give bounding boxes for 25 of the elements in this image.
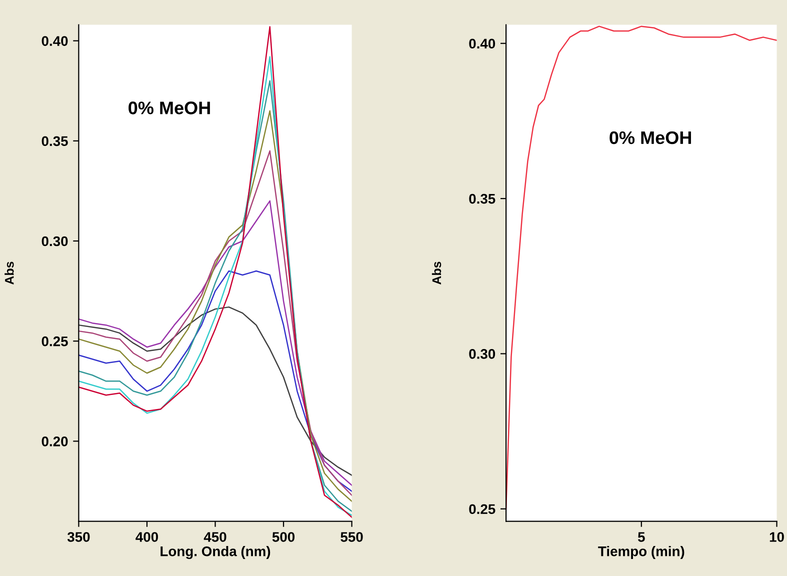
x-tick-label: 400 (136, 532, 158, 542)
y-tick-label: 0.30 (469, 349, 496, 359)
y-tick-label: 0.30 (42, 236, 68, 246)
x-axis-title: Long. Onda (nm) (160, 546, 270, 560)
annotation: 0% MeOH (128, 102, 210, 114)
line-series (78, 200, 352, 486)
y-tick-label: 0.40 (42, 36, 68, 46)
y-tick-label: 0.25 (469, 504, 496, 514)
y-axis-title: Abs (4, 262, 14, 285)
x-tick-label: 550 (340, 532, 363, 542)
x-tick-label: 10 (770, 532, 784, 542)
y-axis-title: Abs (432, 262, 442, 285)
x-tick-label: 450 (204, 532, 226, 542)
line-series (78, 270, 352, 492)
annotation: 0% MeOH (610, 131, 691, 144)
y-tick-label: 0.25 (42, 336, 68, 346)
x-tick-label: 5 (638, 532, 645, 542)
x-tick-label: 350 (67, 532, 90, 542)
y-tick-label: 0.20 (42, 436, 68, 446)
x-axis-title: Tiempo (min) (598, 546, 684, 559)
y-tick-label: 0.35 (42, 136, 68, 146)
y-tick-label: 0.40 (469, 38, 496, 49)
y-tick-label: 0.35 (469, 194, 496, 204)
x-tick-label: 500 (272, 532, 295, 542)
line-series (78, 306, 352, 476)
